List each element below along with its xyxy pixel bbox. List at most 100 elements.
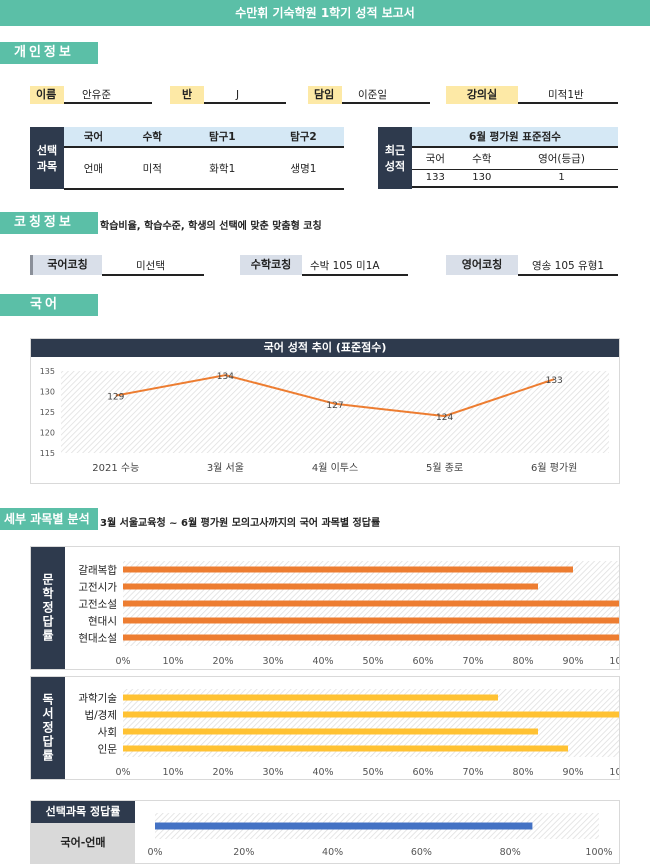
x-tick-label: 80% — [512, 767, 533, 778]
electives-table: 국어 수학 탐구1 탐구2 언매 미적 화학1 생명1 — [64, 127, 344, 190]
series-line — [115, 374, 555, 418]
x-tick-label: 50% — [362, 656, 383, 667]
report-title: 수만휘 기숙학원 1학기 성적 보고서 — [0, 0, 650, 26]
x-tick-label: 60% — [412, 656, 433, 667]
line-chart-title: 국어 성적 추이 (표준점수) — [31, 339, 619, 357]
x-tick-label: 70% — [462, 767, 483, 778]
elective-chart-panel: 선택과목 정답률 국어-언매 0% 20% 40% 60% 80% 100% — [30, 800, 620, 864]
coaching-value-english: 영송 105 유형1 — [518, 256, 618, 276]
y-tick-label: 115 — [40, 449, 55, 458]
bar — [155, 822, 533, 830]
elective-bar-chart: 0% 20% 40% 60% 80% 100% — [147, 813, 613, 858]
teacher-value: 이준일 — [342, 86, 430, 104]
x-tick-label: 40% — [322, 847, 343, 858]
bar — [123, 566, 573, 573]
x-tick-label: 3월 서울 — [207, 462, 244, 474]
coaching-label-english: 영어코칭 — [446, 255, 518, 275]
elective-header-korean: 국어 — [64, 127, 123, 147]
coaching-value-math: 수박 105 미1A — [302, 256, 408, 276]
bar — [123, 728, 538, 735]
x-tick-label: 10% — [162, 656, 183, 667]
elective-value-inquiry2: 생명1 — [290, 162, 317, 175]
category-label: 고전시가 — [78, 582, 117, 594]
x-tick-label: 0% — [147, 847, 162, 858]
class-label: 반 — [170, 86, 204, 104]
elective-value-math: 미적 — [142, 162, 162, 175]
bar — [123, 694, 498, 701]
x-tick-label: 20% — [212, 767, 233, 778]
bar — [123, 617, 619, 624]
coaching-label-korean: 국어코칭 — [30, 255, 102, 275]
x-tick-label: 4월 이투스 — [312, 462, 358, 474]
class-value: J — [204, 86, 286, 104]
category-label: 과학기술 — [78, 693, 117, 705]
line-chart-panel: 국어 성적 추이 (표준점수) 115 120 125 130 135 129 134 127… — [30, 338, 620, 484]
coaching-value-korean: 미선택 — [102, 256, 204, 276]
room-label: 강의실 — [446, 86, 518, 104]
data-label: 133 — [546, 376, 563, 386]
elective-value-korean: 언매 — [83, 162, 104, 175]
bar — [123, 583, 538, 590]
recent-value-math: 130 — [472, 172, 492, 184]
elective-header-inquiry1: 탐구1 — [181, 127, 263, 147]
data-label: 124 — [436, 413, 453, 423]
y-tick-label: 125 — [40, 408, 55, 417]
x-tick-label: 70% — [462, 656, 483, 667]
recent-title: 6월 평가원 표준점수 — [412, 127, 618, 147]
data-label: 127 — [326, 401, 343, 411]
elective-header-math: 수학 — [122, 127, 182, 147]
elective-value-inquiry1: 화학1 — [209, 162, 236, 175]
x-tick-label: 10% — [162, 767, 183, 778]
elective-header-inquiry2: 탐구2 — [262, 127, 344, 147]
bar — [123, 711, 619, 718]
recent-header-english: 영어(등급) — [538, 152, 585, 165]
x-tick-label: 30% — [262, 656, 283, 667]
x-tick-label: 90% — [562, 656, 583, 667]
electives-side-label: 선택과목 — [30, 127, 64, 189]
x-tick-label: 30% — [262, 767, 283, 778]
recent-header-math: 수학 — [472, 152, 492, 165]
x-tick-label: 2021 수능 — [92, 462, 139, 474]
literature-side-label: 문학정답률 — [31, 547, 65, 669]
coaching-description: 학습비율, 학습수준, 학생의 선택에 맞춘 맞춤형 코칭 — [100, 221, 322, 232]
x-tick-label: 20% — [212, 656, 233, 667]
category-label: 법/경제 — [84, 709, 117, 722]
bar — [123, 634, 619, 641]
y-tick-label: 135 — [40, 367, 55, 376]
room-value: 미적1반 — [518, 86, 618, 104]
x-tick-label: 5월 종로 — [426, 462, 463, 474]
category-label: 사회 — [98, 727, 117, 739]
name-value: 안유준 — [64, 86, 152, 104]
category-label: 인문 — [98, 744, 118, 756]
section-coaching: 코칭정보 — [0, 212, 98, 234]
line-chart: 115 120 125 130 135 129 134 127 124 133 2021 수능 3월 … — [40, 367, 609, 474]
bar — [123, 600, 619, 607]
x-tick-label: 80% — [500, 847, 521, 858]
plot-area — [61, 371, 609, 453]
x-tick-label: 80% — [512, 656, 533, 667]
x-tick-label: 6월 평가원 — [531, 462, 577, 474]
x-tick-label: 90% — [562, 767, 583, 778]
y-tick-label: 130 — [40, 388, 55, 397]
x-tick-label: 50% — [362, 767, 383, 778]
x-tick-label: 60% — [411, 847, 432, 858]
x-tick-label: 60% — [412, 767, 433, 778]
category-label: 갈래복합 — [78, 564, 117, 577]
category-label: 현대소설 — [78, 633, 117, 645]
x-tick-label: 0% — [115, 767, 130, 778]
reading-side-label: 독서정답률 — [31, 677, 65, 779]
y-tick-label: 120 — [40, 429, 55, 438]
data-label: 129 — [107, 393, 124, 403]
literature-chart-panel: 문학정답률 갈래복합 고전시가 고전소설 현대시 현대소설 0% 10% 20% 30% 40% 5… — [30, 546, 620, 670]
recent-value-korean: 133 — [425, 172, 445, 184]
recent-value-english: 1 — [558, 172, 565, 184]
elective-chart-title: 선택과목 정답률 — [31, 801, 135, 823]
bar — [123, 745, 568, 752]
section-detail: 세부 과목별 분석 — [0, 508, 98, 530]
name-label: 이름 — [30, 86, 64, 104]
category-label: 고전소설 — [78, 599, 117, 611]
x-tick-label: 100% — [609, 767, 619, 778]
x-tick-label: 20% — [233, 847, 254, 858]
recent-side-label: 최근성적 — [378, 127, 412, 189]
